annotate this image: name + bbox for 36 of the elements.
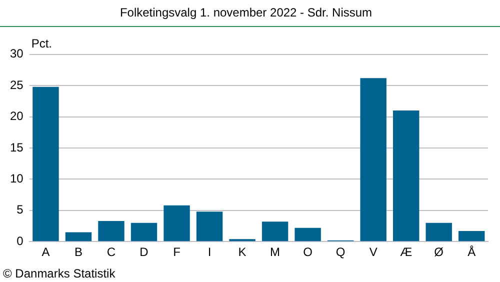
x-tick-label: V [369,245,378,260]
text: © Danmarks Statistik [3,266,116,280]
bar [262,222,288,242]
x-tick-label: I [208,245,212,260]
x-tick-label: Æ [400,245,412,260]
bar [360,78,386,242]
bar [130,222,158,242]
y-tick-label: 15 [10,140,24,154]
bar [458,230,485,242]
x-tick-label: M [270,245,280,260]
y-tick-label: 0 [16,234,24,248]
x-tick-label: K [238,245,246,260]
x-tick-label: A [42,245,50,260]
y-tick-label: 5 [16,202,24,217]
x-tick-label: B [74,245,82,260]
x-tick-label: Ø [434,245,444,260]
y-tick-label: 30 [10,46,24,61]
x-tick-label: Å [468,245,476,260]
x-tick-label: D [140,245,149,260]
y-tick-label: 20 [10,109,24,124]
bar [65,232,92,242]
x-tick-label: Q [336,245,346,260]
bar [426,222,452,242]
x-tick-label: F [173,245,180,260]
bar [392,110,420,242]
bar [196,212,223,242]
bar [164,205,190,242]
chart-title: Folketingsvalg 1. november 2022 - Sdr. Nissum [120,6,372,20]
bar [98,221,124,242]
x-tick-label: C [106,245,116,260]
bar [32,86,59,242]
y-axis-title: Pct. [31,36,52,51]
x-tick-label: O [303,245,312,260]
y-tick-label: 10 [10,172,24,186]
y-tick-label: 25 [10,78,24,92]
bar [294,228,321,242]
